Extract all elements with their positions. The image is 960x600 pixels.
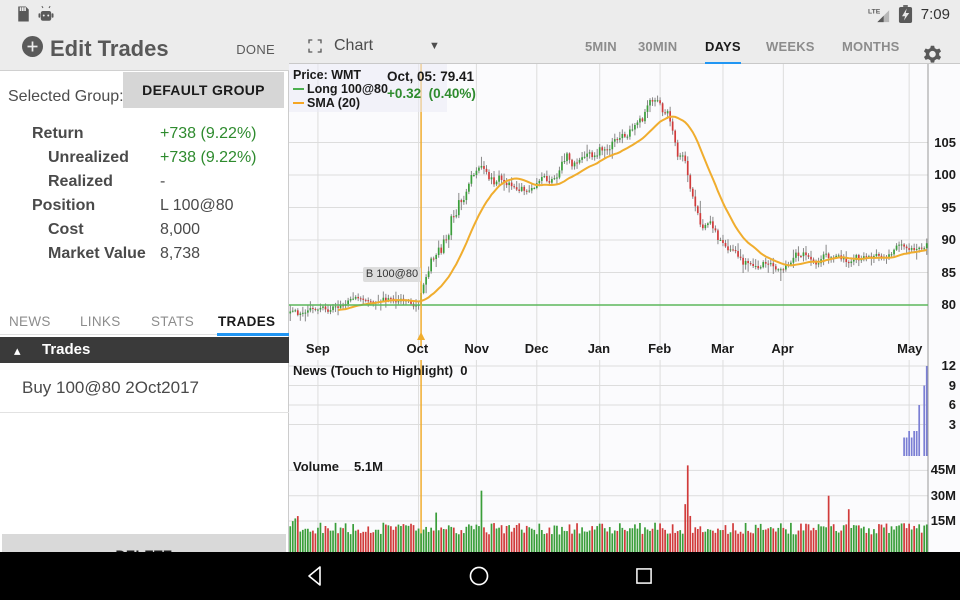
svg-text:LTE: LTE [868,8,881,15]
